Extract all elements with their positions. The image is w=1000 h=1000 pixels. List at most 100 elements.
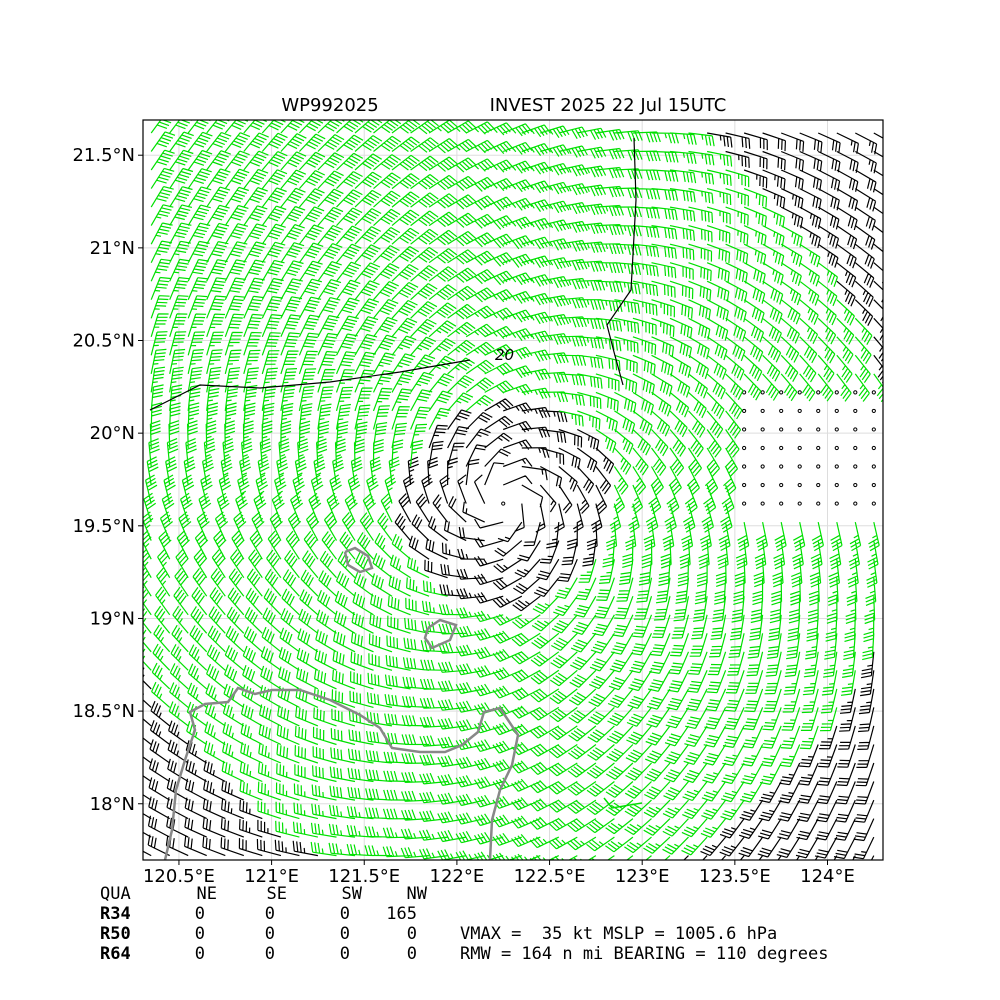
y-tick-label: 21.5°N (72, 145, 135, 166)
y-tick-label: 20°N (90, 423, 135, 444)
calm-circle (871, 445, 876, 451)
geography (149, 137, 643, 860)
calm-circle (853, 482, 858, 488)
calm-circle (742, 464, 747, 469)
calm-circle (779, 427, 784, 432)
calm-circle (834, 501, 839, 506)
calm-circle (779, 482, 784, 488)
table-cell: 0 (340, 924, 350, 944)
x-tick-label: 121.5°E (328, 866, 400, 887)
calm-circle (871, 427, 876, 432)
table-cell: 0 (407, 944, 417, 964)
table-cell: R34 (100, 904, 131, 924)
table-header: SE (267, 884, 287, 904)
y-tick-label: 21°N (90, 238, 135, 259)
calm-circle (760, 482, 765, 488)
axis-ticks: 120.5°E 121°E 121.5°E 122°E 122.5°E 123°E 123.… (72, 145, 854, 887)
calm-circle (853, 501, 858, 506)
calm-circle (871, 464, 876, 469)
calm-circle (816, 390, 821, 395)
x-tick-label: 124°E (800, 866, 855, 887)
table-header: NE (197, 884, 217, 904)
plot-frame (142, 119, 884, 861)
table-cell: 0 (340, 944, 350, 964)
calm-circle (853, 427, 858, 432)
calm-circle (834, 445, 839, 451)
x-tick-label: 123°E (615, 866, 670, 887)
calm-circle (816, 482, 821, 488)
calm-circle (797, 482, 802, 488)
calm-circle (779, 408, 784, 414)
contour (603, 797, 643, 809)
x-tick-label: 123.5°E (699, 866, 771, 887)
coastline (343, 546, 374, 574)
table-cell: 0 (340, 904, 350, 924)
stats-line: VMAX = 35 kt MSLP = 1005.6 hPa (460, 924, 777, 944)
table-cell: R50 (100, 924, 131, 944)
table-cell: 0 (265, 944, 275, 964)
calm-circle (816, 501, 821, 506)
calm-circle (816, 445, 821, 451)
calm-circle (871, 482, 876, 488)
calm-circle (871, 390, 876, 395)
calm-circle (834, 464, 839, 469)
calm-circle (834, 390, 839, 395)
calm-circle (760, 427, 765, 432)
calm-circle (779, 390, 784, 395)
table-cell: 0 (195, 904, 205, 924)
calm-circle (853, 445, 858, 451)
calm-circle (797, 464, 802, 469)
calm-circle (853, 408, 858, 414)
contour (149, 359, 471, 411)
stats-line: RMW = 164 n mi BEARING = 110 degrees (460, 944, 828, 964)
table-header: QUA (100, 884, 131, 904)
calm-circle (760, 464, 765, 469)
table-cell: 0 (195, 924, 205, 944)
calm-circle (871, 501, 876, 506)
y-tick-label: 20.5°N (72, 331, 135, 352)
y-tick-label: 19.5°N (72, 516, 135, 537)
calm-circle (742, 445, 747, 451)
wind-barbs (143, 120, 883, 860)
calm-circle (834, 427, 839, 432)
coastline (423, 618, 458, 650)
x-tick-label: 122°E (430, 866, 485, 887)
calm-circle (853, 464, 858, 469)
y-tick-label: 18°N (90, 794, 135, 815)
calm-circle (742, 482, 747, 488)
calm-circle (816, 464, 821, 469)
calm-circle (816, 427, 821, 432)
calm-circle (779, 445, 784, 451)
x-tick-label: 120.5°E (143, 866, 215, 887)
table-cell: 0 (407, 924, 417, 944)
wind-barb-gale (143, 120, 883, 860)
calm-circle (760, 501, 765, 506)
calm-circle (834, 482, 839, 488)
calm-circle (742, 427, 747, 432)
contour (606, 137, 637, 386)
title-left: WP992025 (281, 95, 378, 116)
calm-circle (797, 445, 802, 451)
title-right: INVEST 2025 22 Jul 15UTC (490, 95, 727, 116)
table-cell: 165 (386, 904, 417, 924)
calm-circle (760, 445, 765, 451)
calm-circle (760, 390, 765, 395)
calm-circle (834, 408, 839, 414)
calm-circle (742, 501, 747, 506)
x-tick-label: 122.5°E (514, 866, 586, 887)
wind-barb (143, 132, 883, 860)
table-header: SW (342, 884, 363, 904)
calm-circle (797, 408, 802, 414)
coastline (163, 686, 520, 860)
calm-circle (853, 390, 858, 395)
x-tick-label: 121°E (244, 866, 299, 887)
table-cell: R64 (100, 944, 131, 964)
calm-circle (871, 408, 876, 414)
y-tick-label: 18.5°N (72, 701, 135, 722)
calm-circle (501, 501, 506, 506)
calm-circle (779, 464, 784, 469)
y-tick-label: 19°N (90, 608, 135, 629)
calm-circle (797, 390, 802, 395)
